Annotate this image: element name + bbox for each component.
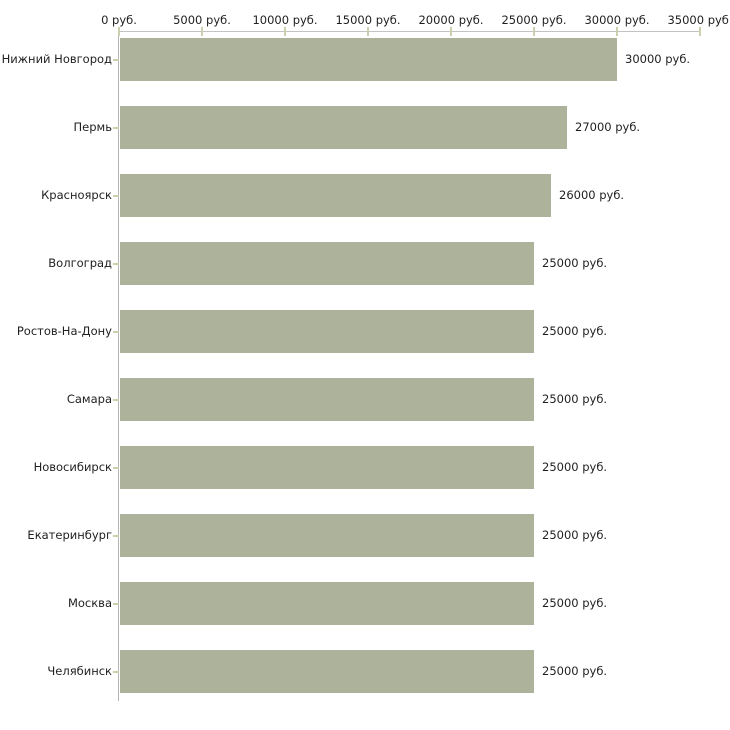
x-axis-tick-label: 30000 руб. xyxy=(584,13,650,27)
y-axis-line xyxy=(118,31,119,701)
bar-value-label: 27000 руб. xyxy=(575,119,641,134)
x-axis-tick-mark xyxy=(201,27,203,36)
bar xyxy=(120,242,534,285)
category-label: Красноярск xyxy=(41,187,112,202)
x-axis-tick-label: 0 руб. xyxy=(101,13,137,27)
category-label: Екатеринбург xyxy=(27,527,112,542)
x-axis-tick-mark xyxy=(284,27,286,36)
y-axis-tick-mark xyxy=(113,670,119,673)
category-label: Самара xyxy=(66,391,112,406)
x-axis-tick-mark xyxy=(533,27,535,36)
x-axis-line xyxy=(119,31,701,32)
y-axis-tick-mark xyxy=(113,194,119,197)
y-axis-tick-mark xyxy=(113,398,119,401)
x-axis-tick-mark xyxy=(450,27,452,36)
y-axis-tick-mark xyxy=(113,262,119,265)
x-axis-tick-mark xyxy=(616,27,618,36)
category-label: Челябинск xyxy=(47,663,112,678)
bar xyxy=(120,310,534,353)
category-label: Москва xyxy=(67,595,112,610)
x-axis-tick-mark xyxy=(118,27,120,36)
bar-value-label: 30000 руб. xyxy=(625,51,691,66)
x-axis-tick-label: 25000 руб. xyxy=(501,13,567,27)
category-label: Волгоград xyxy=(48,255,112,270)
bar-value-label: 25000 руб. xyxy=(542,527,608,542)
bar-value-label: 25000 руб. xyxy=(542,255,608,270)
bar-value-label: 25000 руб. xyxy=(542,323,608,338)
bar-value-label: 25000 руб. xyxy=(542,391,608,406)
y-axis-tick-mark xyxy=(113,466,119,469)
bar-value-label: 26000 руб. xyxy=(559,187,625,202)
x-axis-tick-label: 5000 руб. xyxy=(173,13,231,27)
bar xyxy=(120,446,534,489)
x-axis-tick-label: 15000 руб. xyxy=(335,13,401,27)
bar xyxy=(120,650,534,693)
y-axis-tick-mark xyxy=(113,126,119,129)
x-axis-tick-label: 20000 руб. xyxy=(418,13,484,27)
bar xyxy=(120,38,617,81)
category-label: Ростов-На-Дону xyxy=(16,323,112,338)
bar xyxy=(120,378,534,421)
category-label: Пермь xyxy=(73,119,112,134)
x-axis-tick-mark xyxy=(367,27,369,36)
x-axis-tick-mark xyxy=(699,27,701,36)
y-axis-tick-mark xyxy=(113,602,119,605)
category-label: Новосибирск xyxy=(33,459,112,474)
bar xyxy=(120,174,551,217)
x-axis-tick-label: 10000 руб. xyxy=(252,13,318,27)
x-axis-tick-label: 35000 руб. xyxy=(667,13,730,27)
bar xyxy=(120,514,534,557)
y-axis-tick-mark xyxy=(113,330,119,333)
y-axis-tick-mark xyxy=(113,534,119,537)
bar-value-label: 25000 руб. xyxy=(542,663,608,678)
bar-value-label: 25000 руб. xyxy=(542,595,608,610)
category-label: Нижний Новгород xyxy=(1,51,112,66)
bar xyxy=(120,582,534,625)
bar xyxy=(120,106,567,149)
bar-value-label: 25000 руб. xyxy=(542,459,608,474)
y-axis-tick-mark xyxy=(113,58,119,61)
